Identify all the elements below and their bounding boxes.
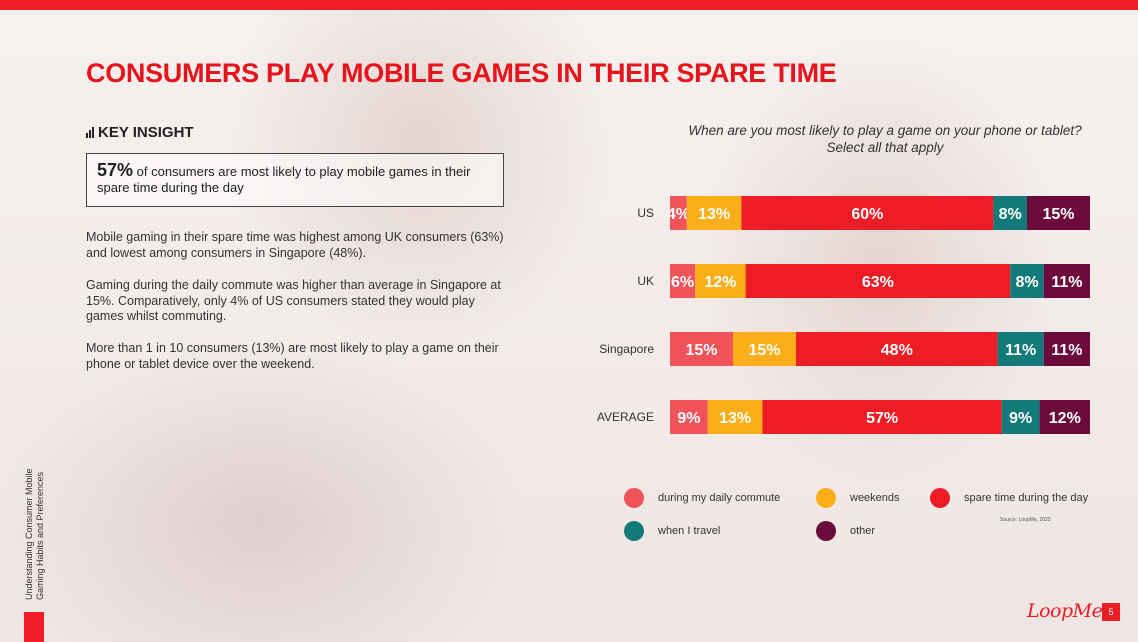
legend-swatch bbox=[816, 488, 836, 508]
key-insight-box: 57% of consumers are most likely to play… bbox=[86, 153, 504, 207]
chart-title-line1: When are you most likely to play a game … bbox=[688, 123, 1082, 138]
top-accent-bar bbox=[0, 0, 1138, 10]
data-label: 8% bbox=[999, 206, 1022, 223]
bar-segment bbox=[686, 196, 742, 230]
report-side-label-line2: Gaming Habits and Preferences bbox=[35, 471, 45, 600]
stacked-bar-chart: US 4% 13% 60% 8% 15% UK 6% 12% 63% 8% 11% Singapore 1… bbox=[597, 196, 1090, 434]
chart-title-line2: Select all that apply bbox=[826, 140, 944, 155]
bar-segment bbox=[1010, 264, 1044, 298]
bar-segment bbox=[670, 400, 708, 434]
data-label: 15% bbox=[685, 342, 717, 359]
page-number: 5 bbox=[1102, 603, 1120, 621]
data-label: 11% bbox=[1005, 342, 1036, 359]
data-label: 63% bbox=[862, 274, 894, 291]
bar-segment bbox=[1027, 196, 1090, 230]
legend-label: when I travel bbox=[658, 525, 721, 537]
bar-segment bbox=[762, 400, 1002, 434]
data-label: 15% bbox=[1042, 206, 1074, 223]
bar-segment bbox=[796, 332, 998, 366]
data-label: 60% bbox=[851, 206, 883, 223]
legend-item: spare time during the day bbox=[930, 488, 1088, 508]
bar-segment bbox=[741, 196, 994, 230]
legend-swatch bbox=[816, 521, 836, 541]
data-label: 15% bbox=[748, 342, 780, 359]
insight-paragraph-3: More than 1 in 10 consumers (13%) are mo… bbox=[86, 341, 499, 371]
bar-chart-icon bbox=[86, 127, 94, 138]
legend-item: other bbox=[816, 521, 875, 541]
legend-swatch bbox=[624, 521, 644, 541]
legend-item: when I travel bbox=[624, 521, 720, 541]
key-insight-label: KEY INSIGHT bbox=[98, 124, 194, 141]
data-label: 9% bbox=[677, 410, 700, 427]
category-label: AVERAGE bbox=[597, 410, 654, 424]
data-label: 6% bbox=[671, 274, 694, 291]
bar-segment bbox=[993, 196, 1027, 230]
loopme-logo: LoopMe bbox=[1027, 600, 1103, 622]
report-side-label: Understanding Consumer Mobile Gaming Hab… bbox=[24, 450, 46, 600]
insight-text: of consumers are most likely to play mob… bbox=[97, 164, 471, 195]
bar-segment bbox=[997, 332, 1044, 366]
bar-segment bbox=[745, 264, 1011, 298]
chart-question: When are you most likely to play a game … bbox=[640, 122, 1130, 156]
data-label: 11% bbox=[1051, 342, 1082, 359]
legend-label: during my daily commute bbox=[658, 492, 781, 504]
side-accent-bar bbox=[24, 612, 44, 642]
data-label: 12% bbox=[704, 274, 736, 291]
legend-label: other bbox=[850, 525, 876, 537]
legend-swatch bbox=[624, 488, 644, 508]
legend-swatch bbox=[930, 488, 950, 508]
bar-segment bbox=[1039, 400, 1090, 434]
data-label: 13% bbox=[719, 410, 751, 427]
data-label: 11% bbox=[1051, 274, 1082, 291]
bar-segment bbox=[1043, 332, 1090, 366]
bar-segment bbox=[695, 264, 746, 298]
page-title: CONSUMERS PLAY MOBILE GAMES IN THEIR SPA… bbox=[86, 58, 837, 88]
data-label: 57% bbox=[866, 410, 898, 427]
category-label: Singapore bbox=[599, 342, 654, 356]
data-label: 8% bbox=[1015, 274, 1038, 291]
legend-item: weekends bbox=[816, 488, 900, 508]
insight-paragraph-2: Gaming during the daily commute was high… bbox=[86, 278, 501, 323]
bar-segment bbox=[733, 332, 796, 366]
report-side-label-line1: Understanding Consumer Mobile bbox=[24, 468, 34, 600]
legend-item: during my daily commute bbox=[624, 488, 780, 508]
bar-segment bbox=[670, 264, 696, 298]
bar-segment bbox=[670, 196, 687, 230]
bar-segment bbox=[1043, 264, 1090, 298]
legend-label: weekends bbox=[850, 492, 900, 504]
data-label: 9% bbox=[1009, 410, 1032, 427]
insight-value: 57% bbox=[97, 160, 134, 180]
bar-segment bbox=[707, 400, 763, 434]
data-label: 12% bbox=[1049, 410, 1081, 427]
source-note: Source: LoopMe, 2022 bbox=[1000, 517, 1051, 523]
bar-segment bbox=[1001, 400, 1040, 434]
legend-label: spare time during the day bbox=[964, 492, 1089, 504]
key-insight-heading: KEY INSIGHT bbox=[86, 124, 194, 141]
bar-segment bbox=[670, 332, 733, 366]
data-label: 4% bbox=[667, 206, 690, 223]
data-label: 13% bbox=[698, 206, 730, 223]
data-label: 48% bbox=[881, 342, 913, 359]
category-label: US bbox=[637, 206, 654, 220]
category-label: UK bbox=[637, 274, 654, 288]
insight-paragraph-1: Mobile gaming in their spare time was hi… bbox=[86, 230, 504, 260]
